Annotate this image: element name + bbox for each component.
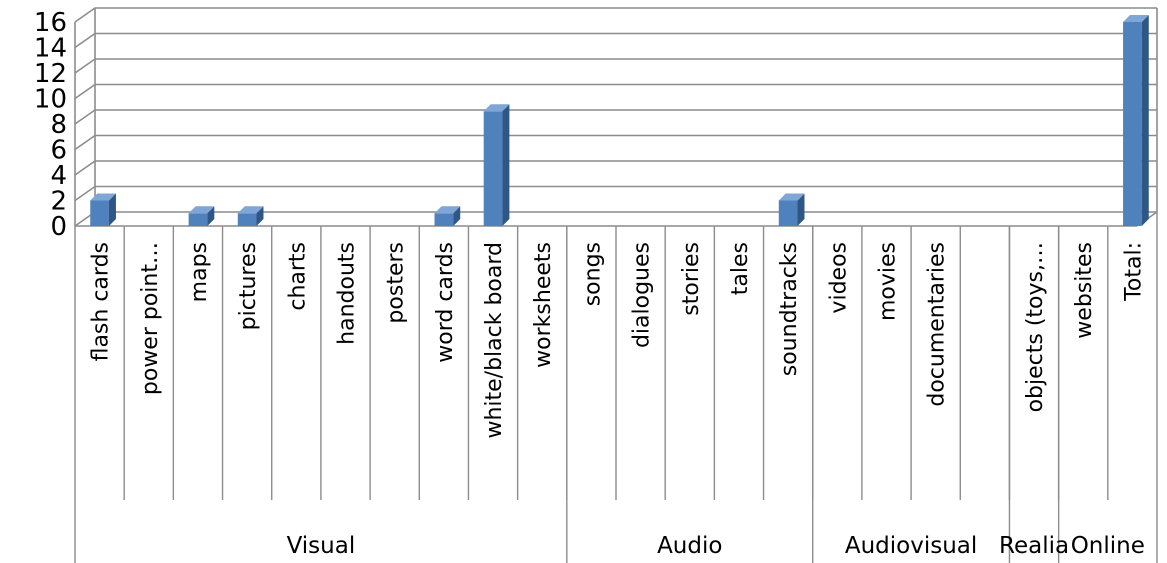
category-labels: flash cards power point… maps pictures chart… (89, 242, 1147, 439)
y-tick-label: 6 (50, 136, 67, 166)
group-label: Realia (999, 533, 1069, 559)
y-tick-label: 16 (34, 8, 67, 38)
category-label: soundtracks (777, 242, 802, 376)
category-label: pictures (236, 242, 261, 330)
y-tick-label: 8 (50, 110, 67, 140)
y-tick-label: 0 (50, 212, 67, 242)
bar-front (90, 200, 109, 226)
bar-top (483, 104, 510, 112)
category-label: documentaries (925, 242, 950, 407)
category-label: websites (1072, 242, 1097, 339)
bar (778, 193, 805, 226)
category-label: worksheets (531, 242, 556, 368)
gridline-16 (74, 7, 1157, 23)
y-tick-label: 10 (34, 85, 67, 115)
gridline-8 (74, 109, 1157, 125)
category-label: songs (580, 242, 605, 306)
category-label: flash cards (89, 242, 114, 361)
category-label: charts (285, 242, 310, 311)
group-label: Audio (657, 533, 722, 559)
gridline-6 (74, 134, 1157, 151)
bar-front (1123, 22, 1142, 226)
gridline-4 (74, 160, 1157, 176)
group-label: Visual (287, 533, 356, 559)
gridline-10 (74, 83, 1157, 100)
bar-side (502, 104, 510, 226)
group-label: Online (1071, 533, 1145, 559)
bar (188, 206, 215, 226)
category-label: movies (876, 242, 901, 321)
bar-front (778, 200, 798, 226)
bar-side (1141, 15, 1149, 226)
bar-front (188, 213, 208, 226)
bar (237, 206, 264, 226)
y-tick-label: 4 (50, 161, 67, 191)
category-label: power point… (138, 242, 163, 395)
group-label: Audiovisual (845, 533, 977, 559)
category-label: word cards (433, 242, 458, 363)
category-label: posters (384, 242, 409, 324)
bar (1123, 15, 1149, 226)
bar-top (237, 206, 264, 214)
category-label: Total: (1121, 242, 1146, 302)
bar (434, 206, 461, 226)
bar-top (778, 193, 805, 201)
bar-side (797, 193, 805, 226)
bar-front (434, 213, 454, 226)
bar-top (434, 206, 461, 214)
bar-side (256, 206, 264, 226)
category-label: tales (728, 242, 753, 295)
bar-top (1123, 15, 1149, 22)
bar-side (207, 206, 215, 226)
gridline-14 (74, 32, 1157, 49)
bar-side (108, 193, 116, 226)
bar-top (188, 206, 215, 214)
bar (483, 104, 510, 226)
category-label: stories (679, 242, 704, 316)
category-label: objects (toys,… (1023, 242, 1048, 412)
y-tick-label: 14 (34, 34, 67, 64)
gridlines (74, 7, 1157, 227)
gridline-12 (74, 58, 1157, 74)
bar (90, 193, 116, 226)
bar-side (453, 206, 461, 226)
category-label: dialogues (630, 242, 655, 348)
gridline-2 (74, 185, 1157, 202)
bar-front (237, 213, 257, 226)
axes (74, 8, 1158, 563)
category-label: handouts (335, 242, 360, 345)
y-tick-label: 2 (50, 187, 67, 217)
bars (90, 15, 1149, 226)
category-label: videos (826, 242, 851, 314)
category-label: maps (187, 242, 212, 302)
bar-top (90, 193, 116, 201)
category-label: white/black board (482, 242, 507, 439)
y-tick-label: 12 (34, 59, 67, 89)
bar-front (483, 111, 503, 226)
group-labels: Visual Audio Audiovisual Realia Online (287, 533, 1145, 559)
gridline-0 (74, 211, 1157, 227)
